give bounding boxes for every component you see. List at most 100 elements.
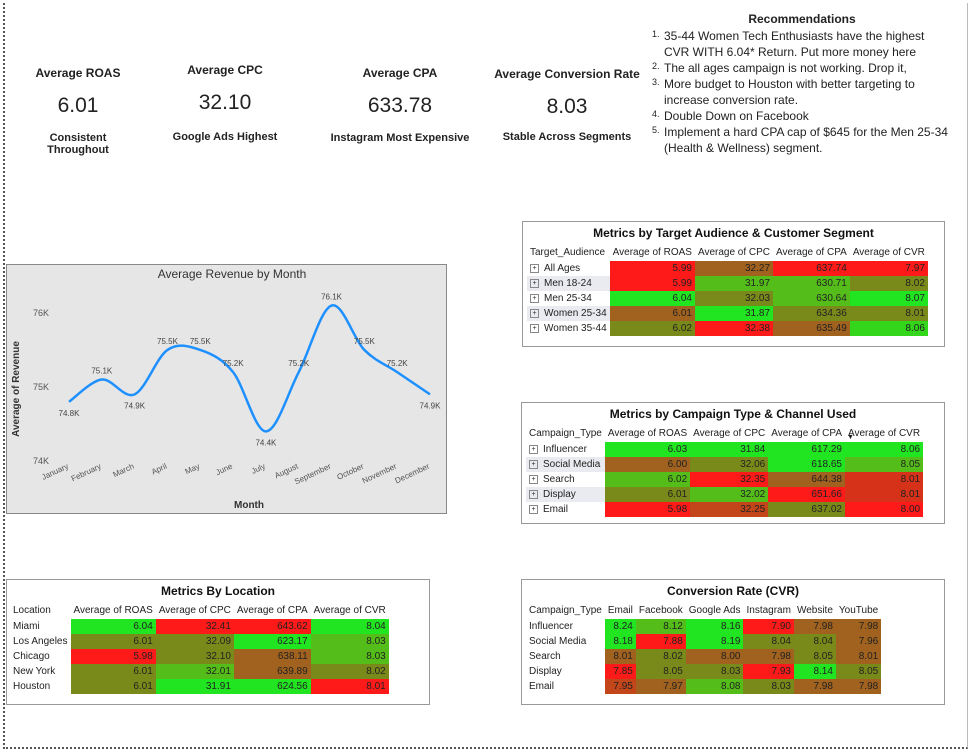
table-row[interactable]: Email 7.95 7.97 8.08 8.03 7.98 7.98 [526, 679, 882, 694]
expand-icon[interactable]: + [530, 278, 539, 288]
table-row[interactable]: + Search 6.02 32.35 644.38 8.01 [526, 472, 924, 487]
recommendations-title: Recommendations [748, 12, 856, 26]
column-header[interactable]: Average of CPA [776, 246, 847, 258]
metric-cell: 624.56 [233, 679, 311, 694]
table-row[interactable]: Display 7.85 8.05 8.03 7.93 8.14 8.05 [526, 664, 882, 679]
column-header[interactable]: Email [607, 604, 633, 616]
kpi-title: Average ROAS [35, 66, 121, 80]
column-header[interactable]: Campaign_Type [529, 604, 602, 616]
metric-cell: 32.35 [690, 472, 769, 487]
location-table-grid: Location Average of ROAS Average of CPC … [10, 601, 389, 694]
metric-cell: 7.98 [793, 679, 836, 694]
expand-icon[interactable]: + [529, 474, 538, 484]
column-header[interactable]: Average of CPC [697, 246, 771, 258]
kpi-average-cpa[interactable]: Average CPA 633.78 Instagram Most Expens… [325, 66, 475, 144]
kpi-value: 633.78 [367, 94, 433, 117]
expand-icon[interactable]: + [530, 308, 539, 318]
metric-cell: 630.71 [773, 276, 850, 291]
column-header[interactable]: Average of CVR [852, 246, 925, 258]
metric-cell: 8.01 [845, 487, 924, 502]
column-header[interactable]: Average of CPC [693, 427, 766, 439]
table-row[interactable]: + Women 35-44 6.02 32.38 635.49 8.06 [527, 321, 928, 336]
y-tick-label: 75K [33, 382, 49, 392]
cvr-table-grid: Campaign_Type Email Facebook Google Ads … [526, 601, 882, 694]
column-header[interactable]: Average of CPC [158, 604, 231, 616]
table-row[interactable]: Influencer 8.24 8.12 8.16 7.90 7.98 7.98 [526, 619, 882, 634]
data-label: 75.2K [223, 359, 245, 368]
column-header[interactable]: Website [796, 604, 833, 616]
table-row[interactable]: + Men 25-34 6.04 32.03 630.64 8.07 [527, 291, 928, 306]
table-row[interactable]: + Men 18-24 5.99 31.97 630.71 8.02 [527, 276, 928, 291]
table-row[interactable]: Social Media 8.18 7.88 8.19 8.04 8.04 7.96 [526, 634, 882, 649]
column-header[interactable]: Google Ads [688, 604, 741, 616]
expand-icon[interactable]: + [529, 459, 538, 469]
row-label: New York [13, 666, 56, 677]
table-row[interactable]: + Display 6.01 32.02 651.66 8.01 [526, 487, 924, 502]
recommendation-text: 35-44 Women Tech Enthusiasts have the hi… [664, 29, 925, 59]
expand-icon[interactable]: + [529, 504, 538, 514]
table-row[interactable]: Chicago 5.98 32.10 638.11 8.03 [10, 649, 389, 664]
metric-cell: 643.62 [233, 619, 311, 634]
column-header[interactable]: Campaign_Type [529, 427, 602, 439]
column-header[interactable]: Average of CPA [236, 604, 308, 616]
column-header[interactable]: Average of CPA [771, 427, 842, 439]
x-tick-label: March [112, 462, 136, 480]
sort-desc-icon: ▼ [847, 434, 854, 441]
table-row[interactable]: Search 8.01 8.02 8.00 7.98 8.05 8.01 [526, 649, 882, 664]
metric-cell: 7.93 [743, 664, 794, 679]
metric-cell: 8.01 [310, 679, 389, 694]
table-row[interactable]: + Social Media 6.00 32.06 618.65 8.05 [526, 457, 924, 472]
metric-cell: 637.74 [773, 261, 850, 276]
column-header[interactable]: YouTube [838, 604, 879, 616]
kpi-average-cpc[interactable]: Average CPC 32.10 Google Ads Highest [165, 63, 285, 143]
metric-cell: 6.03 [604, 442, 691, 457]
table-row[interactable]: + Email 5.98 32.25 637.02 8.00 [526, 502, 924, 517]
expand-icon[interactable]: + [530, 293, 539, 303]
kpi-average-roas[interactable]: Average ROAS 6.01 Consistent Throughout [18, 66, 138, 156]
column-header[interactable]: Average of ROAS [73, 604, 153, 616]
table-row[interactable]: New York 6.01 32.01 639.89 8.02 [10, 664, 389, 679]
row-label: All Ages [544, 263, 581, 274]
expand-icon[interactable]: + [529, 444, 538, 454]
table-row[interactable]: + All Ages 5.99 32.27 637.74 7.97 [527, 261, 928, 276]
row-label: Search [543, 474, 575, 485]
column-header[interactable]: Average of ROAS [612, 246, 692, 258]
data-label: 75.5K [354, 337, 376, 346]
table-row[interactable]: Miami 6.04 32.41 643.62 8.04 [10, 619, 389, 634]
metric-cell: 637.02 [768, 502, 845, 517]
column-header[interactable]: Target_Audience [530, 246, 606, 258]
metric-cell: 8.05 [845, 457, 924, 472]
table-row[interactable]: Los Angeles 6.01 32.09 623.17 8.03 [10, 634, 389, 649]
column-header[interactable]: Location [13, 604, 51, 616]
expand-icon[interactable]: + [529, 489, 538, 499]
recommendation-item: 1. 35-44 Women Tech Enthusiasts have the … [652, 28, 952, 60]
column-header[interactable]: Average of CVR [313, 604, 386, 616]
row-label-cell: Email [526, 679, 605, 694]
expand-icon[interactable]: + [530, 323, 539, 333]
revenue-by-month-chart[interactable]: Average Revenue by Month Month Average o… [6, 264, 447, 514]
row-label-cell: Display [526, 664, 605, 679]
row-label: Chicago [13, 651, 50, 662]
metric-cell: 5.98 [604, 502, 691, 517]
metric-cell: 32.06 [690, 457, 769, 472]
column-header-sorted[interactable]: Average of CVR ▼ [845, 424, 923, 442]
recommendation-item: 3. More budget to Houston with better tar… [652, 76, 952, 108]
column-header[interactable]: Facebook [638, 604, 683, 616]
column-header[interactable]: Average of ROAS [607, 427, 688, 439]
metric-cell: 6.01 [70, 634, 156, 649]
table-row[interactable]: + Women 25-34 6.01 31.87 634.36 8.01 [527, 306, 928, 321]
table-row[interactable]: + Influencer 6.03 31.84 617.29 8.06 [526, 442, 924, 457]
expand-icon[interactable]: + [530, 263, 539, 273]
metric-cell: 31.97 [694, 276, 774, 291]
x-tick-label: February [70, 462, 103, 484]
column-header[interactable]: Instagram [746, 604, 791, 616]
y-tick-label: 74K [33, 456, 49, 466]
table-row[interactable]: Houston 6.01 31.91 624.56 8.01 [10, 679, 389, 694]
metric-cell: 6.01 [609, 306, 695, 321]
metric-cell: 639.89 [233, 664, 311, 679]
row-label-cell: Chicago [10, 649, 71, 664]
metric-cell: 31.84 [690, 442, 769, 457]
kpi-average-conversion-rate[interactable]: Average Conversion Rate 8.03 Stable Acro… [492, 67, 642, 143]
metric-cell: 8.06 [849, 321, 928, 336]
row-label: Miami [13, 621, 40, 632]
